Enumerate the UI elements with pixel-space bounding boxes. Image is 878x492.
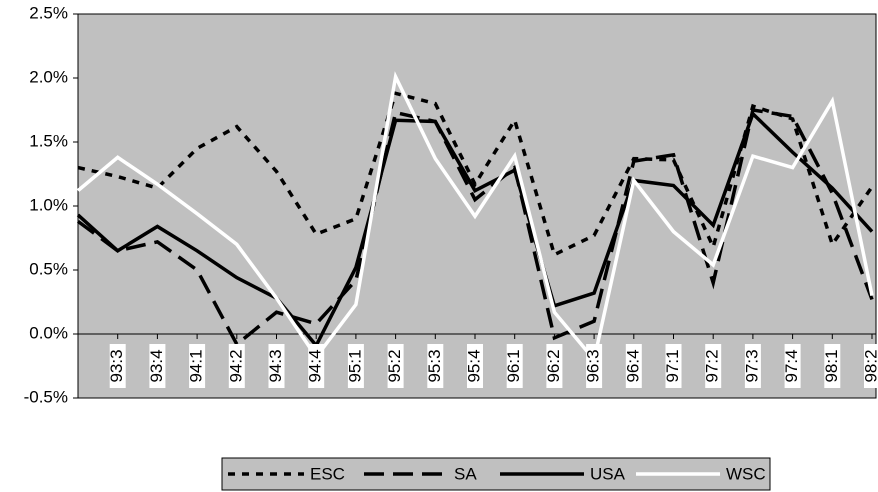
series-line [76, 110, 874, 349]
x-tick-label-box [784, 344, 801, 388]
x-tick-label: 95:1 [345, 349, 364, 382]
y-tick-label: -0.5% [24, 387, 68, 406]
x-tick-label: 96:1 [504, 349, 523, 382]
x-tick-label: 96:2 [544, 349, 563, 382]
x-tick-label: 97:1 [663, 349, 682, 382]
x-tick-label: 97:4 [782, 349, 801, 382]
x-tick-label-box [625, 344, 642, 388]
x-tick-label: 95:4 [464, 349, 483, 382]
x-tick-label: 93:3 [107, 349, 126, 382]
x-tick-label: 94:3 [266, 349, 285, 382]
x-tick-label: 98:1 [822, 349, 841, 382]
x-tick-label-box [744, 344, 761, 388]
x-tick-label-box [149, 344, 166, 388]
series-line [76, 71, 874, 364]
x-tick-label-box [228, 344, 245, 388]
x-tick-label: 96:4 [623, 349, 642, 382]
y-tick-label: 1.5% [29, 131, 68, 150]
x-tick-label: 97:3 [742, 349, 761, 382]
x-tick-label: 94:4 [306, 349, 325, 382]
x-tick-label-box [824, 344, 841, 388]
y-tick-label: 0.5% [29, 259, 68, 278]
series-line [77, 91, 874, 258]
x-tick-label-box [268, 344, 285, 388]
y-tick-label: 2.0% [29, 67, 68, 86]
x-tick-label: 95:3 [425, 349, 444, 382]
x-tick-label-box [387, 344, 404, 388]
legend-label: WSC [726, 464, 766, 483]
legend-label: ESC [310, 464, 345, 483]
x-tick-label: 95:2 [385, 349, 404, 382]
x-tick-label: 97:2 [703, 349, 722, 382]
x-tick-label-box [347, 344, 364, 388]
x-tick-label-box [308, 344, 325, 388]
x-tick-label-box [705, 344, 722, 388]
plot-area [77, 13, 877, 399]
x-tick-label: 94:2 [226, 349, 245, 382]
y-tick-label: 0.0% [29, 323, 68, 342]
x-tick-label-box [864, 344, 878, 388]
x-tick-label: 96:3 [584, 349, 603, 382]
x-tick-label: 94:1 [187, 349, 206, 382]
series-line [76, 108, 874, 347]
x-tick-label-box [427, 344, 444, 388]
x-tick-label-box [586, 344, 603, 388]
x-tick-label-box [665, 344, 682, 388]
y-tick-label: 1.0% [29, 195, 68, 214]
x-tick-label-box [109, 344, 126, 388]
x-tick-label-box [546, 344, 563, 388]
x-tick-label: 98:2 [861, 349, 878, 382]
x-tick-label: 93:4 [147, 349, 166, 382]
x-tick-label-box [506, 344, 523, 388]
legend-label: USA [590, 464, 626, 483]
x-tick-label-box [467, 344, 483, 388]
y-tick-label: 2.5% [29, 3, 68, 22]
legend-label: SA [454, 464, 477, 483]
x-tick-label-box [189, 344, 206, 388]
